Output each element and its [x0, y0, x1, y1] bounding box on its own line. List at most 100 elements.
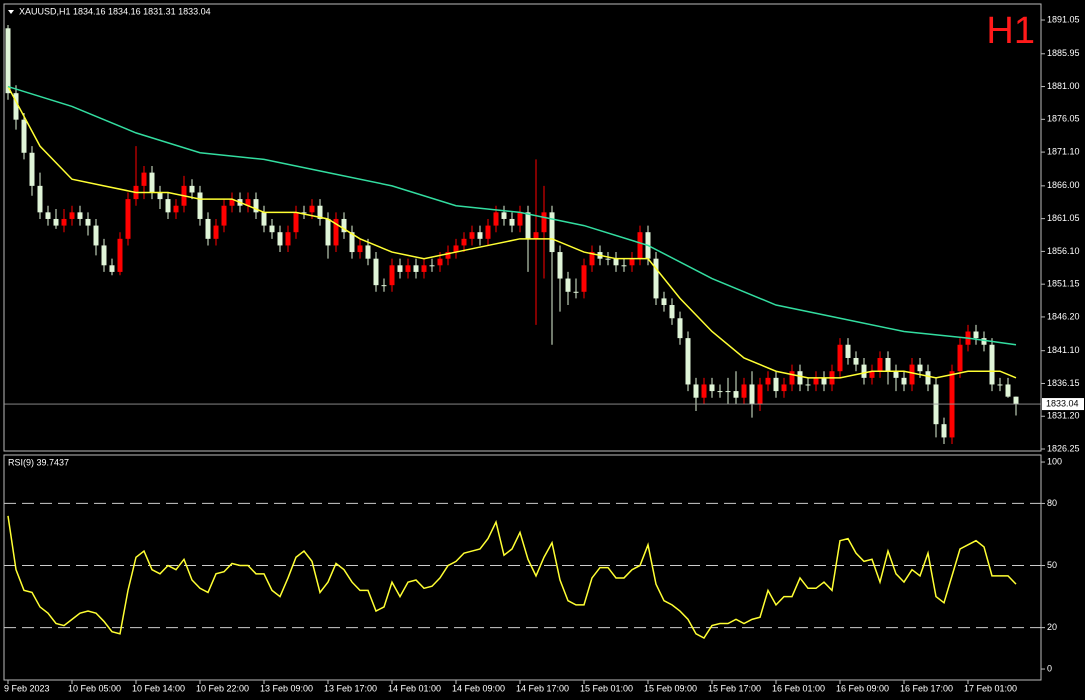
candle-body: [821, 377, 827, 385]
y-tick-label: 80: [1047, 498, 1057, 508]
candle-body: [925, 371, 931, 385]
x-tick-label: 10 Feb 22:00: [196, 683, 249, 693]
x-tick-label: 14 Feb 17:00: [516, 683, 569, 693]
candle-body: [973, 331, 979, 339]
candle-body: [909, 364, 915, 385]
candle-body: [941, 424, 947, 438]
y-tick-label: 1876.05: [1047, 114, 1080, 124]
candle-body: [405, 265, 411, 272]
y-tick-label: 1846.20: [1047, 311, 1080, 321]
menu-arrow[interactable]: [8, 10, 14, 14]
y-tick-label: 1866.00: [1047, 180, 1080, 190]
candle-body: [773, 377, 779, 392]
candle-body: [741, 384, 747, 398]
candle-body: [981, 338, 987, 345]
candle-body: [5, 28, 11, 94]
candle-body: [853, 357, 859, 365]
candle-body: [165, 199, 171, 213]
x-tick-label: 13 Feb 17:00: [324, 683, 377, 693]
y-tick-label: 0: [1047, 663, 1052, 673]
price-box: [1042, 398, 1084, 411]
candle-body: [733, 391, 739, 398]
candle-body: [301, 212, 307, 214]
candle-body: [565, 278, 571, 292]
candle-body: [333, 218, 339, 246]
candle-body: [1005, 384, 1011, 397]
candle-body: [157, 192, 163, 200]
candle-body: [549, 212, 555, 253]
y-tick-label: 1885.95: [1047, 48, 1080, 58]
candle-body: [613, 258, 619, 266]
x-tick-label: 16 Feb 01:00: [772, 683, 825, 693]
candle-body: [861, 364, 867, 378]
candle-body: [245, 199, 251, 206]
x-tick-label: 15 Feb 17:00: [708, 683, 761, 693]
candle-body: [437, 258, 443, 266]
candle-body: [957, 344, 963, 372]
candle-body: [125, 199, 131, 239]
candle-body: [397, 265, 403, 272]
candle-body: [317, 205, 323, 219]
candle-body: [573, 291, 579, 293]
candle-body: [621, 265, 627, 267]
x-tick-label: 16 Feb 17:00: [900, 683, 953, 693]
y-tick-label: 1826.25: [1047, 443, 1080, 453]
candle-body: [21, 119, 27, 153]
candle-body: [309, 205, 315, 213]
x-tick-label: 10 Feb 14:00: [132, 683, 185, 693]
x-tick-label: 15 Feb 01:00: [580, 683, 633, 693]
x-tick-label: 16 Feb 09:00: [836, 683, 889, 693]
y-tick-label: 1891.05: [1047, 14, 1080, 24]
candle-body: [661, 298, 667, 306]
candle-body: [373, 258, 379, 286]
candle-body: [557, 252, 563, 279]
candle-body: [837, 344, 843, 372]
moving-average: [7, 85, 1017, 346]
candle-body: [197, 192, 203, 219]
candle-body: [685, 338, 691, 385]
candle-body: [349, 232, 355, 253]
candle-body: [693, 384, 699, 398]
candle-body: [653, 258, 659, 299]
candle-body: [429, 265, 435, 267]
candle-body: [389, 265, 395, 286]
candle-body: [381, 285, 387, 287]
candle-body: [357, 245, 363, 253]
candle-body: [77, 212, 83, 219]
candle-body: [173, 205, 179, 213]
candle-body: [869, 371, 875, 378]
candle-body: [765, 377, 771, 385]
candle-body: [845, 344, 851, 358]
candle-body: [717, 391, 723, 393]
candle-body: [45, 212, 51, 219]
y-tick-label: 1841.10: [1047, 345, 1080, 355]
x-tick-label: 9 Feb 2023: [4, 683, 50, 693]
y-tick-label: 1881.00: [1047, 81, 1080, 91]
candle-body: [261, 212, 267, 226]
candle-body: [453, 245, 459, 253]
candle-body: [285, 232, 291, 246]
candle-body: [485, 225, 491, 239]
candle-body: [85, 218, 91, 226]
candle-body: [989, 344, 995, 385]
candle-body: [757, 384, 763, 405]
x-tick-label: 14 Feb 09:00: [452, 683, 505, 693]
y-tick-label: 1836.15: [1047, 378, 1080, 388]
candle-body: [877, 357, 883, 372]
candle-body: [893, 371, 899, 378]
rsi-title: RSI(9) 39.7437: [8, 457, 69, 467]
x-tick-label: 17 Feb 01:00: [964, 683, 1017, 693]
x-tick-label: 10 Feb 05:00: [68, 683, 121, 693]
candle-body: [109, 265, 115, 272]
y-tick-label: 1871.10: [1047, 146, 1080, 156]
y-tick-label: 50: [1047, 560, 1057, 570]
candle-body: [37, 185, 43, 213]
candle-body: [797, 371, 803, 385]
candle-body: [917, 364, 923, 372]
candle-body: [477, 232, 483, 239]
chart-title: XAUUSD,H1 1834.16 1834.16 1831.31 1833.0…: [19, 6, 211, 16]
candle-body: [365, 245, 371, 259]
candle-body: [1013, 396, 1019, 405]
rsi-line: [7, 515, 1017, 639]
candle-body: [813, 377, 819, 385]
